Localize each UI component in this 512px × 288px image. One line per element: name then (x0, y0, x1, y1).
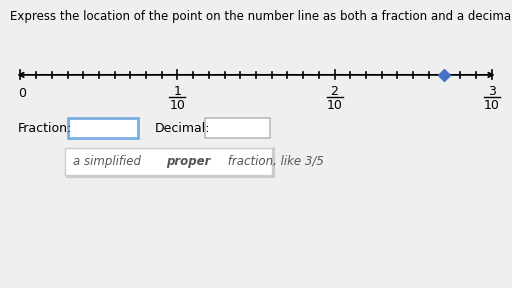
Text: 10: 10 (483, 99, 500, 112)
Text: Express the location of the point on the number line as both a fraction and a de: Express the location of the point on the… (10, 10, 512, 23)
Text: 10: 10 (169, 99, 185, 112)
Text: 1: 1 (174, 85, 181, 98)
Text: 10: 10 (327, 99, 343, 112)
Text: a simplified: a simplified (73, 155, 145, 168)
FancyBboxPatch shape (205, 118, 270, 138)
FancyBboxPatch shape (65, 148, 272, 175)
Text: fraction, like 3/5: fraction, like 3/5 (224, 155, 324, 168)
FancyBboxPatch shape (68, 118, 138, 138)
Text: 3: 3 (487, 85, 496, 98)
Text: 0: 0 (18, 87, 27, 100)
Text: proper: proper (166, 155, 210, 168)
Text: Decimal:: Decimal: (155, 122, 210, 134)
Text: Fraction:: Fraction: (18, 122, 72, 134)
Text: 2: 2 (331, 85, 338, 98)
